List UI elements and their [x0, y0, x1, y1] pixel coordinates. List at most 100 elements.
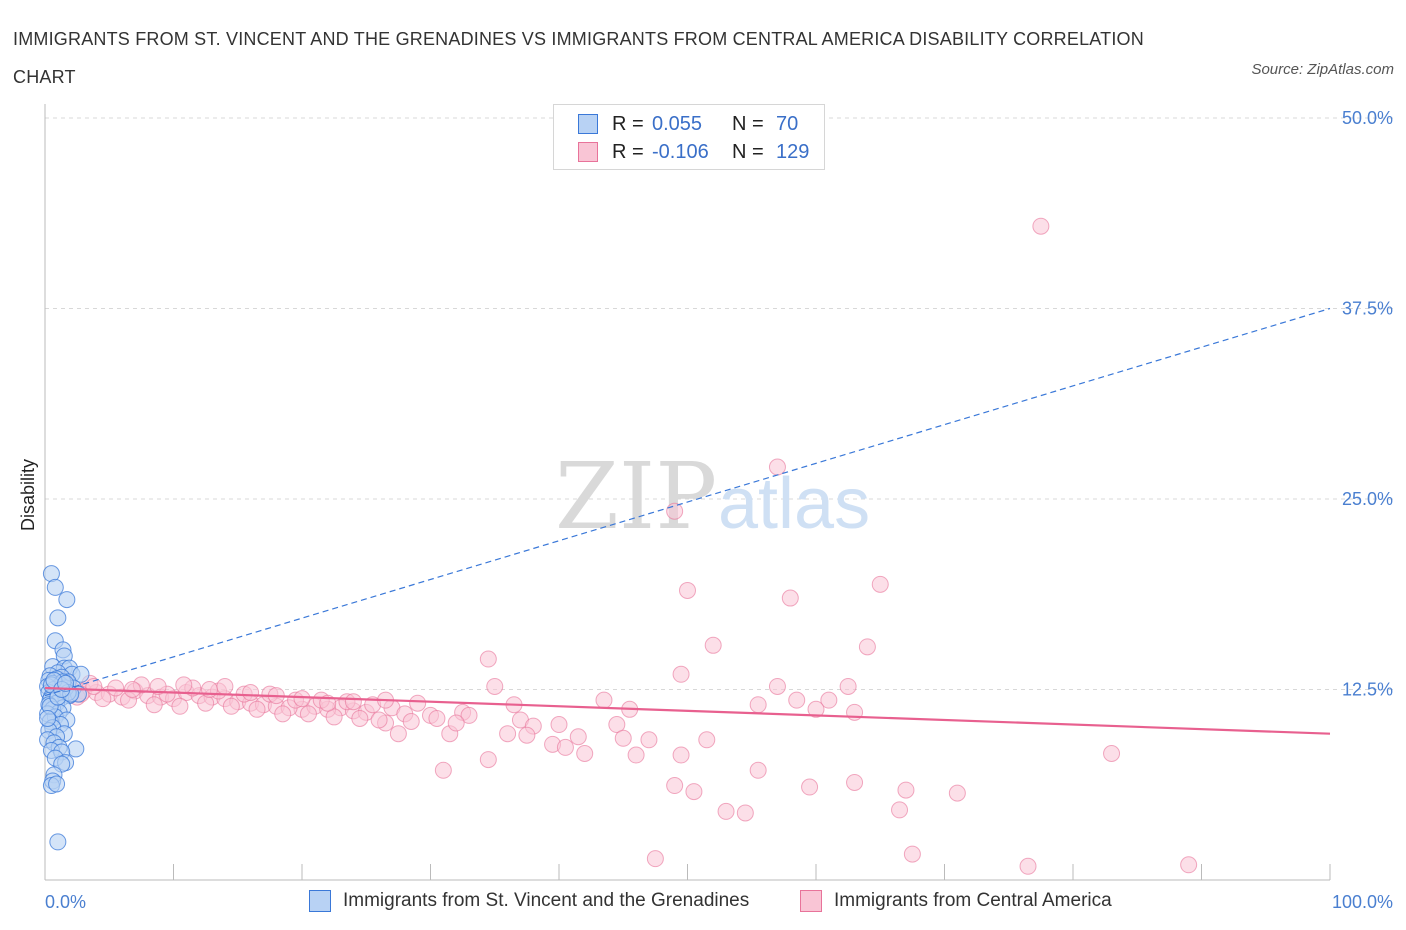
- point-central-america: [736, 804, 754, 822]
- point-st-vincent: [57, 674, 75, 692]
- point-central-america: [216, 677, 234, 695]
- trend-line-central-america: [44, 686, 1331, 735]
- watermark: ZIP atlas: [555, 443, 870, 550]
- point-central-america: [293, 690, 311, 708]
- tick-labels: 12.5% 25.0% 37.5% 50.0% 0.0% 100.0%: [45, 108, 1393, 912]
- point-central-america: [679, 581, 696, 599]
- point-central-america: [123, 681, 141, 698]
- point-central-america: [428, 709, 446, 727]
- point-central-america: [807, 700, 825, 718]
- point-st-vincent: [72, 665, 90, 683]
- y-tick-label: 50.0%: [1342, 108, 1393, 128]
- point-central-america: [569, 728, 587, 746]
- point-central-america: [897, 781, 915, 799]
- trend-lines: [44, 307, 1331, 735]
- point-central-america: [1019, 857, 1037, 875]
- point-central-america: [299, 705, 317, 723]
- trend-line-st-vincent: [44, 307, 1331, 697]
- y-tick-label: 37.5%: [1342, 299, 1393, 319]
- point-st-vincent: [67, 740, 85, 758]
- point-central-america: [858, 638, 876, 656]
- point-st-vincent: [58, 591, 76, 609]
- legend-n-value: 129: [776, 140, 810, 163]
- bottom-legend-swatch-central-america: [800, 890, 822, 912]
- point-central-america: [518, 726, 536, 744]
- bottom-legend-label-st-vincent: Immigrants from St. Vincent and the Gren…: [343, 890, 750, 911]
- point-central-america: [666, 777, 684, 795]
- legend-row-central-america: R = -0.106 N = 129: [578, 139, 809, 165]
- legend-r-value: 0.055: [652, 112, 703, 135]
- point-central-america: [447, 714, 465, 732]
- legend-swatch-st-vincent: [578, 114, 598, 134]
- bottom-legend-st-vincent: Immigrants from St. Vincent and the Gren…: [309, 890, 749, 912]
- point-central-america: [768, 458, 786, 476]
- point-central-america: [486, 677, 504, 695]
- point-central-america: [145, 696, 163, 714]
- point-st-vincent: [39, 709, 57, 727]
- point-central-america: [820, 691, 838, 709]
- point-central-america: [685, 783, 703, 801]
- y-axis-label: Disability: [18, 459, 38, 531]
- legend-swatch-central-america: [578, 142, 598, 162]
- point-central-america: [717, 802, 735, 820]
- point-st-vincent: [49, 833, 67, 851]
- bottom-legend-central-america: Immigrants from Central America: [800, 890, 1112, 912]
- point-central-america: [749, 761, 767, 779]
- legend-n-value: 70: [776, 112, 799, 135]
- point-central-america: [325, 708, 343, 726]
- point-central-america: [351, 709, 369, 727]
- point-central-america: [614, 729, 632, 747]
- y-tick-label: 25.0%: [1342, 489, 1393, 509]
- point-central-america: [891, 801, 909, 819]
- watermark-atlas: atlas: [718, 464, 870, 544]
- point-central-america: [698, 731, 716, 749]
- point-st-vincent: [46, 578, 64, 596]
- point-central-america: [499, 725, 517, 743]
- point-central-america: [242, 684, 260, 702]
- point-central-america: [768, 677, 786, 695]
- point-central-america: [1180, 856, 1198, 874]
- point-central-america: [460, 706, 478, 724]
- point-central-america: [402, 713, 420, 731]
- point-central-america: [248, 700, 266, 718]
- point-central-america: [370, 711, 388, 729]
- point-central-america: [839, 677, 857, 695]
- series-central-america-points: [49, 217, 1198, 875]
- point-central-america: [595, 691, 613, 709]
- legend-r-label: R =: [612, 112, 644, 135]
- point-central-america: [666, 502, 684, 520]
- series-st-vincent-points: [39, 565, 90, 851]
- point-central-america: [389, 725, 407, 743]
- grid-lines: [45, 117, 1395, 690]
- point-central-america: [274, 705, 292, 723]
- correlation-legend: R = 0.055 N = 70 R = -0.106 N = 129: [553, 104, 825, 170]
- point-central-america: [704, 636, 722, 654]
- y-tick-label: 12.5%: [1342, 680, 1393, 700]
- legend-n-label: N =: [732, 112, 764, 135]
- point-central-america: [781, 589, 799, 607]
- x-tick-label: 100.0%: [1332, 892, 1393, 912]
- point-central-america: [948, 784, 966, 802]
- source-note: Source: ZipAtlas.com: [1251, 61, 1394, 78]
- point-central-america: [1103, 745, 1121, 763]
- point-central-america: [222, 697, 240, 715]
- point-central-america: [479, 650, 497, 668]
- chart-title: IMMIGRANTS FROM ST. VINCENT AND THE GREN…: [13, 29, 1144, 87]
- point-central-america: [479, 751, 497, 769]
- point-st-vincent: [49, 609, 67, 627]
- point-central-america: [171, 697, 189, 715]
- point-central-america: [107, 679, 125, 697]
- bottom-legend-swatch-st-vincent: [309, 890, 331, 912]
- point-central-america: [1032, 217, 1050, 235]
- point-central-america: [801, 778, 819, 796]
- point-central-america: [149, 677, 167, 695]
- point-central-america: [434, 761, 452, 779]
- legend-n-label: N =: [732, 140, 764, 163]
- point-central-america: [903, 845, 921, 863]
- point-central-america: [871, 575, 889, 593]
- point-central-america: [550, 716, 568, 734]
- point-central-america: [608, 716, 626, 734]
- point-central-america: [788, 691, 806, 709]
- point-central-america: [672, 665, 690, 683]
